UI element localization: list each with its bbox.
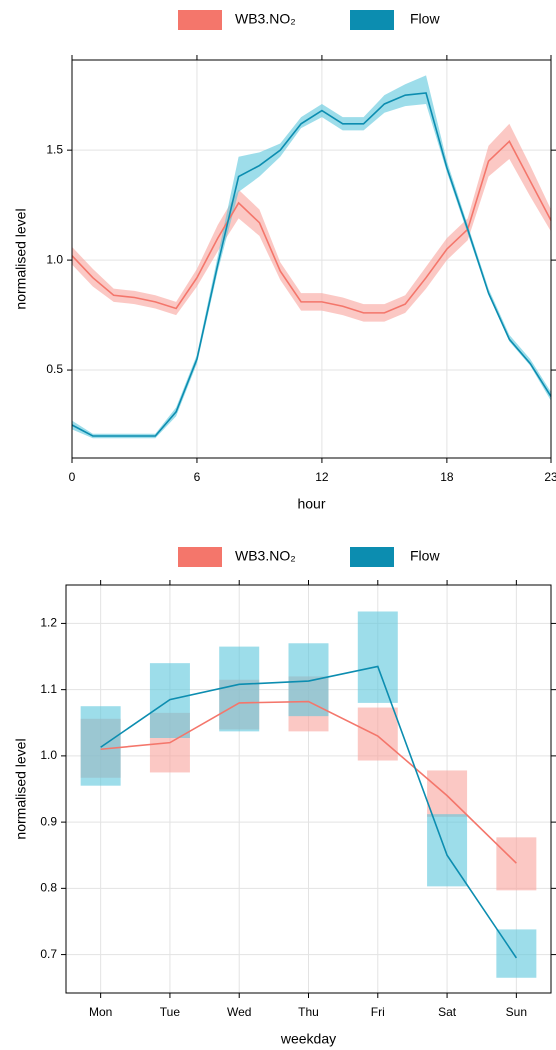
series-line: [100, 665, 518, 959]
confidence-band: [72, 123, 551, 322]
legend-label: Flow: [410, 548, 440, 564]
x-axis-label: weekday: [280, 1031, 336, 1047]
x-tick-label: 12: [315, 470, 329, 484]
y-tick-label: 0.5: [46, 362, 63, 376]
interval-box: [496, 837, 537, 891]
y-tick-label: 1.5: [46, 142, 63, 156]
y-tick-label: 0.8: [40, 881, 57, 895]
x-tick-label: Mon: [89, 1005, 112, 1019]
x-tick-label: 0: [69, 470, 76, 484]
confidence-band: [72, 75, 551, 439]
x-tick-label: Wed: [227, 1005, 251, 1019]
legend-label: Flow: [410, 11, 440, 27]
interval-box: [357, 707, 398, 761]
legend-swatch: [178, 547, 222, 567]
y-tick-label: 1.2: [40, 616, 57, 630]
y-tick-label: 1.0: [40, 748, 57, 762]
interval-box: [357, 611, 398, 703]
series-line: [100, 700, 517, 864]
x-tick-label: 18: [440, 470, 454, 484]
interval-box: [219, 646, 260, 732]
legend-swatch: [350, 547, 394, 567]
x-tick-label: Thu: [298, 1005, 319, 1019]
x-axis-label: hour: [297, 496, 325, 512]
x-tick-label: 6: [194, 470, 201, 484]
interval-box: [80, 706, 121, 786]
series-line: [71, 140, 552, 314]
x-tick-label: Sat: [438, 1005, 457, 1019]
y-axis-label: normalised level: [13, 208, 29, 309]
plot-frame: [71, 59, 552, 459]
x-tick-label: Tue: [160, 1005, 181, 1019]
legend-label: WB3.NO₂: [235, 548, 296, 564]
y-axis-label: normalised level: [13, 738, 29, 839]
legend-label: WB3.NO₂: [235, 11, 296, 27]
y-tick-label: 0.9: [40, 814, 57, 828]
x-tick-label: Fri: [371, 1005, 385, 1019]
x-tick-label: Sun: [506, 1005, 527, 1019]
legend-swatch: [350, 10, 394, 30]
interval-box: [288, 643, 329, 717]
y-tick-label: 1.0: [46, 252, 63, 266]
y-tick-label: 1.1: [40, 682, 57, 696]
x-tick-label: 23: [544, 470, 556, 484]
legend-swatch: [178, 10, 222, 30]
series-line: [71, 92, 552, 437]
interval-box: [149, 663, 190, 738]
y-tick-label: 0.7: [40, 947, 57, 961]
plot-frame: [65, 584, 552, 994]
